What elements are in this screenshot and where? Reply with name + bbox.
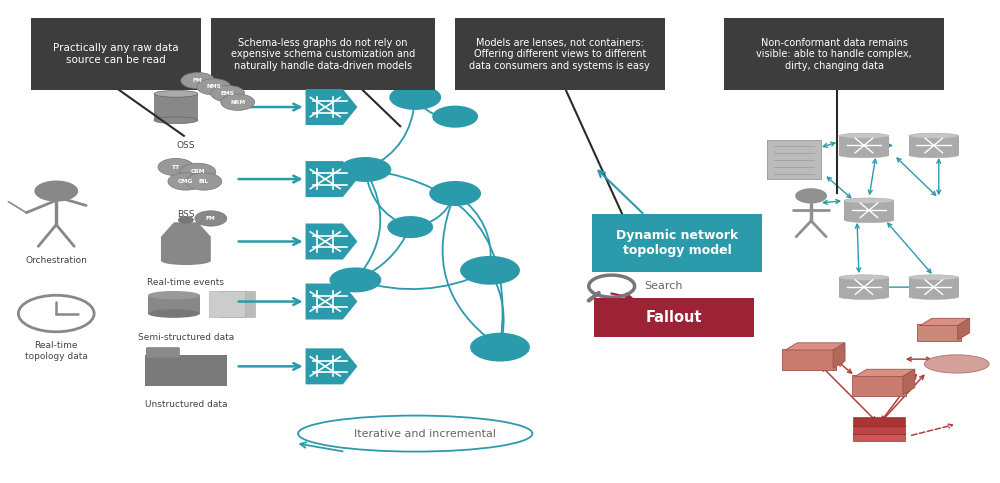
FancyBboxPatch shape xyxy=(154,94,198,120)
Circle shape xyxy=(460,256,520,284)
Text: NMS: NMS xyxy=(206,85,221,89)
Circle shape xyxy=(181,72,215,89)
FancyBboxPatch shape xyxy=(148,295,200,313)
FancyBboxPatch shape xyxy=(909,136,959,155)
Polygon shape xyxy=(306,348,357,384)
Circle shape xyxy=(158,158,194,176)
FancyBboxPatch shape xyxy=(724,18,944,90)
FancyBboxPatch shape xyxy=(145,355,227,386)
Polygon shape xyxy=(306,89,357,125)
Ellipse shape xyxy=(839,294,889,299)
FancyBboxPatch shape xyxy=(767,141,821,179)
FancyBboxPatch shape xyxy=(594,298,754,337)
Circle shape xyxy=(329,268,381,292)
Text: Iterative and incremental: Iterative and incremental xyxy=(354,428,496,439)
FancyBboxPatch shape xyxy=(782,349,836,369)
Circle shape xyxy=(180,163,216,181)
Ellipse shape xyxy=(839,152,889,158)
Text: Dynamic network
topology model: Dynamic network topology model xyxy=(616,229,738,256)
Text: FM: FM xyxy=(206,216,216,221)
Circle shape xyxy=(429,181,481,206)
Polygon shape xyxy=(855,369,915,376)
Text: Real-time events: Real-time events xyxy=(147,278,224,286)
Circle shape xyxy=(389,85,441,110)
Polygon shape xyxy=(306,224,357,259)
FancyBboxPatch shape xyxy=(839,136,889,155)
FancyBboxPatch shape xyxy=(592,213,762,272)
Circle shape xyxy=(168,173,204,190)
Text: Models are lenses, not containers:
Offering different views to different
data co: Models are lenses, not containers: Offer… xyxy=(469,38,650,71)
Text: EMS: EMS xyxy=(221,91,235,96)
FancyBboxPatch shape xyxy=(209,291,245,317)
FancyBboxPatch shape xyxy=(455,18,665,90)
Circle shape xyxy=(221,94,255,111)
Ellipse shape xyxy=(909,294,959,299)
Circle shape xyxy=(34,181,78,201)
Text: OSS: OSS xyxy=(177,141,195,150)
Text: FM: FM xyxy=(193,78,203,83)
Polygon shape xyxy=(833,343,845,368)
Text: Search: Search xyxy=(645,281,683,291)
Ellipse shape xyxy=(909,133,959,139)
Text: OMG: OMG xyxy=(178,179,194,184)
Text: NRM: NRM xyxy=(230,99,245,105)
Circle shape xyxy=(195,211,227,226)
FancyBboxPatch shape xyxy=(31,18,201,90)
Circle shape xyxy=(795,188,827,203)
Text: Unstructured data: Unstructured data xyxy=(145,400,227,409)
FancyBboxPatch shape xyxy=(853,425,905,434)
Circle shape xyxy=(470,333,530,362)
Polygon shape xyxy=(306,284,357,320)
Ellipse shape xyxy=(154,117,198,124)
Ellipse shape xyxy=(161,256,211,265)
Circle shape xyxy=(186,173,222,190)
Text: BSS: BSS xyxy=(177,210,195,219)
Ellipse shape xyxy=(844,217,894,223)
Ellipse shape xyxy=(844,198,894,203)
Text: TT: TT xyxy=(172,165,180,170)
Circle shape xyxy=(197,79,231,95)
Polygon shape xyxy=(306,161,357,197)
Circle shape xyxy=(432,106,478,128)
Text: Schema-less graphs do not rely on
expensive schema customization and
naturally h: Schema-less graphs do not rely on expens… xyxy=(231,38,415,71)
Polygon shape xyxy=(903,369,915,395)
Polygon shape xyxy=(920,318,970,326)
Text: Non-conformant data remains
visible: able to handle complex,
dirty, changing dat: Non-conformant data remains visible: abl… xyxy=(756,38,912,71)
FancyBboxPatch shape xyxy=(853,433,905,441)
Ellipse shape xyxy=(839,133,889,139)
Text: Practically any raw data
source can be read: Practically any raw data source can be r… xyxy=(53,43,179,65)
FancyBboxPatch shape xyxy=(839,278,889,297)
Circle shape xyxy=(178,216,194,224)
Text: BIL: BIL xyxy=(199,179,209,184)
Circle shape xyxy=(387,216,433,238)
Text: Semi-structured data: Semi-structured data xyxy=(138,333,234,342)
Ellipse shape xyxy=(909,275,959,280)
Text: CRM: CRM xyxy=(191,170,205,174)
FancyBboxPatch shape xyxy=(852,375,906,396)
Text: Real-time
topology data: Real-time topology data xyxy=(25,341,88,361)
FancyBboxPatch shape xyxy=(146,347,180,358)
Polygon shape xyxy=(161,222,211,261)
Ellipse shape xyxy=(148,291,200,299)
FancyBboxPatch shape xyxy=(844,200,894,220)
Ellipse shape xyxy=(839,275,889,280)
Text: Fallout: Fallout xyxy=(646,310,702,325)
Text: Orchestration: Orchestration xyxy=(25,256,87,265)
Ellipse shape xyxy=(909,152,959,158)
FancyBboxPatch shape xyxy=(219,291,255,317)
Ellipse shape xyxy=(924,355,989,373)
Polygon shape xyxy=(785,343,845,350)
FancyBboxPatch shape xyxy=(909,278,959,297)
FancyBboxPatch shape xyxy=(853,417,905,426)
Polygon shape xyxy=(958,318,970,340)
Ellipse shape xyxy=(154,90,198,97)
Circle shape xyxy=(211,85,245,102)
FancyBboxPatch shape xyxy=(211,18,435,90)
Ellipse shape xyxy=(148,309,200,318)
FancyBboxPatch shape xyxy=(917,324,961,341)
Circle shape xyxy=(339,157,391,182)
